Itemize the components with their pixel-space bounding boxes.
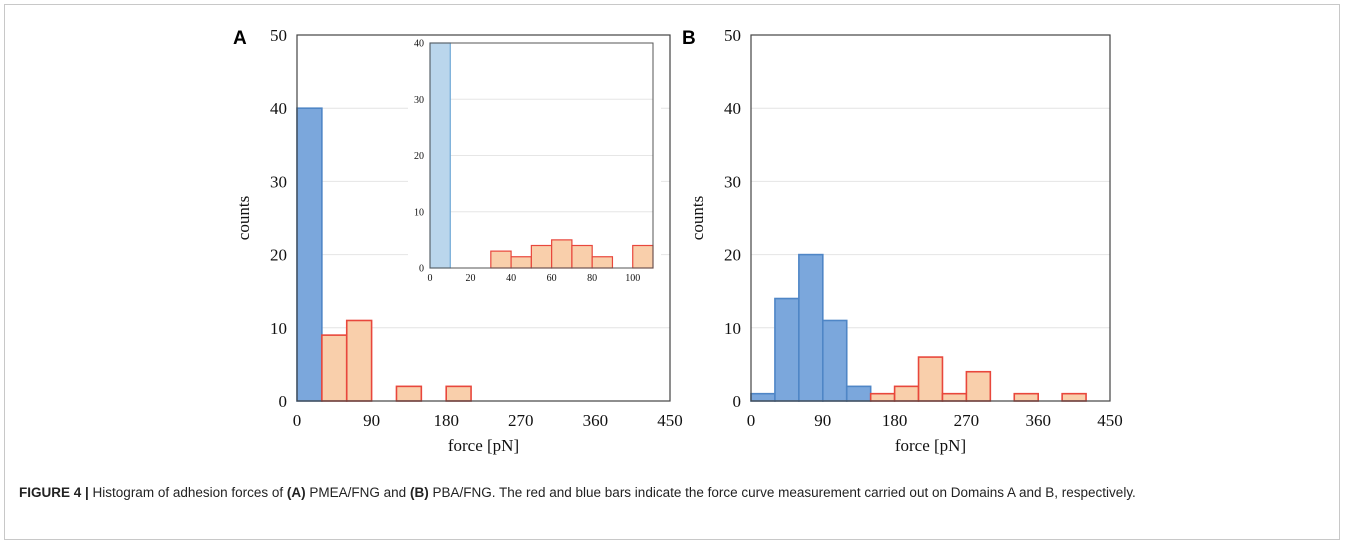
inset-frame xyxy=(429,42,654,269)
y-tick-label: 10 xyxy=(270,319,287,338)
histogram-bar xyxy=(1013,392,1039,402)
panel-letter: B xyxy=(682,28,696,49)
y-tick-label: 50 xyxy=(270,26,287,45)
histogram-bar xyxy=(1061,392,1087,402)
histogram-bar xyxy=(821,319,848,402)
caption-text-2: PMEA/FNG and xyxy=(305,485,410,500)
y-tick-label: 0 xyxy=(733,392,742,411)
y-tick-label: 50 xyxy=(724,26,741,45)
inset-x-tick-label: 20 xyxy=(466,273,476,284)
x-tick-label: 270 xyxy=(954,411,980,430)
x-tick-label: 360 xyxy=(1025,411,1051,430)
x-axis-title: force [pN] xyxy=(448,436,519,455)
x-tick-label: 360 xyxy=(583,411,609,430)
histogram-bar xyxy=(321,334,348,402)
histogram-bar xyxy=(750,392,776,402)
x-tick-label: 180 xyxy=(433,411,459,430)
inset-bar xyxy=(490,250,512,269)
y-axis-title: counts xyxy=(234,196,253,240)
x-tick-label: 450 xyxy=(657,411,683,430)
histogram-bar xyxy=(869,392,896,402)
caption-text-3: PBA/FNG. The red and blue bars indicate … xyxy=(428,485,1136,500)
caption-text-1: Histogram of adhesion forces of xyxy=(88,485,287,500)
inset-y-tick-label: 20 xyxy=(414,151,424,162)
inset-x-tick-label: 60 xyxy=(547,273,557,284)
x-tick-label: 180 xyxy=(882,411,908,430)
inset-bar xyxy=(591,256,614,269)
histogram-bar xyxy=(345,319,373,402)
inset-bar xyxy=(429,42,451,269)
x-tick-label: 0 xyxy=(293,411,302,430)
inset-y-tick-label: 30 xyxy=(414,95,424,106)
histogram-bar xyxy=(296,107,323,402)
y-tick-label: 10 xyxy=(724,319,741,338)
histogram-bar xyxy=(893,385,920,402)
panel-a: 0 10 20 30 40 50 0 90 180 270 360 450 force [pN] coun… xyxy=(233,26,683,455)
histogram-bar xyxy=(395,385,423,402)
inset-bar xyxy=(571,244,593,269)
inset-bar xyxy=(551,239,573,269)
histogram-bar xyxy=(774,297,800,402)
inset-y-tick-label: 40 xyxy=(414,39,424,50)
y-tick-label: 20 xyxy=(270,246,287,265)
panel-b: 0 10 20 30 40 50 0 90 180 270 360 450 force [pN] coun… xyxy=(682,26,1123,455)
x-tick-label: 90 xyxy=(814,411,831,430)
caption-label: FIGURE 4 | xyxy=(19,485,89,500)
inset-x-tick-label: 100 xyxy=(625,273,640,284)
x-tick-label: 450 xyxy=(1097,411,1123,430)
panel-letter: A xyxy=(233,28,247,49)
x-tick-label: 270 xyxy=(508,411,534,430)
inset-bar xyxy=(530,244,553,269)
figure-caption: FIGURE 4 | Histogram of adhesion forces … xyxy=(19,483,1339,503)
inset-x-tick-label: 40 xyxy=(506,273,516,284)
histogram-bar xyxy=(965,370,992,402)
inset-y-tick-label: 10 xyxy=(414,207,424,218)
x-tick-label: 90 xyxy=(363,411,380,430)
caption-ref-a: (A) xyxy=(286,485,306,500)
inset-chart: 0 10 20 30 40 0 20 40 60 80 100 xyxy=(408,39,661,294)
y-tick-label: 40 xyxy=(724,99,741,118)
x-axis-title: force [pN] xyxy=(895,436,966,455)
inset-x-tick-label: 80 xyxy=(587,273,597,284)
plot-frame xyxy=(750,34,1111,402)
y-tick-label: 30 xyxy=(270,172,287,191)
inset-bar xyxy=(510,256,532,269)
y-tick-label: 20 xyxy=(724,246,741,265)
histogram-bar xyxy=(445,385,472,402)
histogram-bar xyxy=(845,385,872,402)
y-axis-title: counts xyxy=(688,196,707,240)
inset-y-tick-label: 0 xyxy=(419,264,424,275)
x-tick-label: 0 xyxy=(747,411,756,430)
y-tick-label: 30 xyxy=(724,172,741,191)
inset-bar xyxy=(632,244,654,269)
histogram-bar xyxy=(798,253,824,402)
plot-frame xyxy=(296,34,671,402)
y-tick-label: 40 xyxy=(270,99,287,118)
figure-canvas: 0 10 20 30 40 50 0 90 180 270 360 450 force [pN] coun… xyxy=(233,26,1123,455)
y-tick-label: 0 xyxy=(279,392,288,411)
histogram-bar xyxy=(917,356,944,402)
histogram-bar xyxy=(941,392,968,402)
figure-frame: 0 10 20 30 40 50 0 90 180 270 360 450 force [pN] coun… xyxy=(4,4,1340,540)
caption-ref-b: (B) xyxy=(409,485,429,500)
inset-x-tick-label: 0 xyxy=(428,273,433,284)
